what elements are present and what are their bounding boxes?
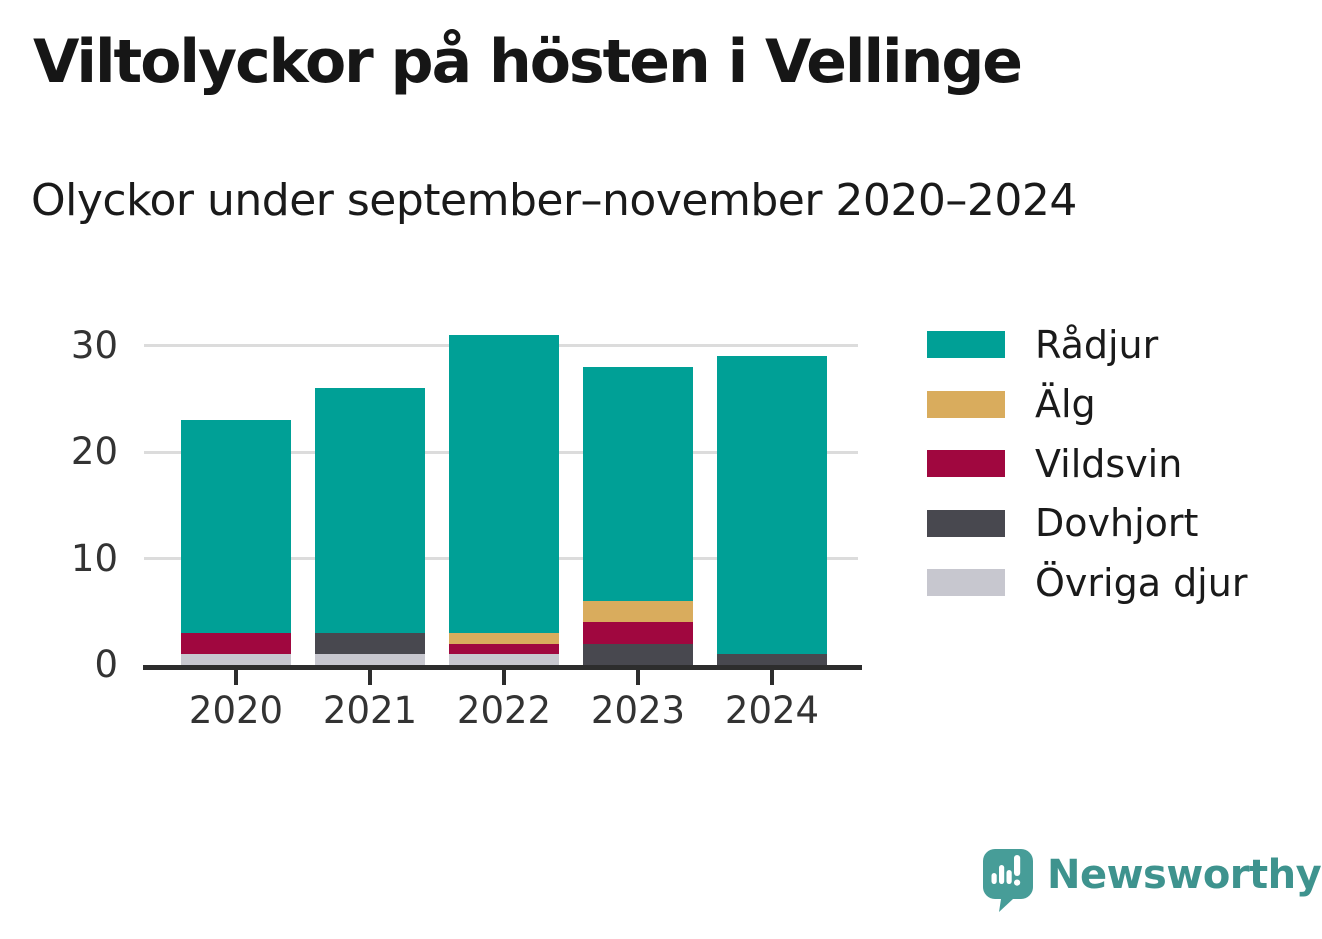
legend-label-radjur: Rådjur [1035,322,1159,367]
legend: Rådjur Älg Vildsvin Dovhjort Övriga djur [927,326,1247,629]
x-axis-label-2024: 2024 [724,689,820,732]
legend-label-alg: Älg [1035,382,1096,426]
legend-swatch-ovriga-djur [927,569,1005,596]
bar-2024-dovhjort [717,654,827,665]
chart-subtitle: Olyckor under september–november 2020–20… [31,175,1077,226]
newsworthy-logo-icon [983,849,1033,912]
bar-2023-alg [583,601,693,623]
legend-label-ovriga-djur: Övriga djur [1035,560,1248,605]
branding: Newsworthy [983,849,1322,912]
legend-item-radjur: Rådjur [927,326,1247,364]
x-axis-line [143,665,862,670]
legend-item-dovhjort: Dovhjort [927,504,1247,542]
y-axis-label: 10 [70,536,118,580]
legend-swatch-alg [927,390,1005,418]
bar-2020-vildsvin [181,633,291,655]
bar-2023-vildsvin [583,622,693,644]
bar-2022-vildsvin [449,643,559,655]
legend-label-dovhjort: Dovhjort [1035,501,1199,545]
bar-2020-ovriga-djur [181,654,291,665]
legend-swatch-radjur [927,331,1005,358]
legend-swatch-dovhjort [927,509,1005,537]
bar-2021-radjur [315,388,425,634]
bar-2022-ovriga-djur [449,654,559,665]
x-tick-2024 [770,670,774,685]
x-tick-2022 [502,670,506,685]
y-axis-label: 30 [70,323,118,367]
newsworthy-wordmark: Newsworthy [1047,852,1322,898]
x-tick-2023 [636,670,640,685]
x-tick-2021 [368,670,372,685]
bar-2024-radjur [717,356,827,655]
bar-2022-radjur [449,334,559,634]
legend-item-vildsvin: Vildsvin [927,445,1247,483]
legend-swatch-vildsvin [927,450,1005,477]
x-axis-label-2022: 2022 [456,689,552,732]
bar-2021-dovhjort [315,633,425,655]
bar-2022-alg [449,633,559,644]
bar-2020-radjur [181,420,291,634]
legend-item-ovriga-djur: Övriga djur [927,564,1247,602]
y-axis-label: 20 [70,430,118,473]
x-axis-label-2020: 2020 [188,689,284,732]
legend-item-alg: Älg [927,385,1247,423]
x-axis-label-2021: 2021 [322,689,418,732]
bar-2021-ovriga-djur [315,654,425,665]
x-tick-2020 [234,670,238,685]
bar-2023-radjur [583,366,693,602]
bar-2023-dovhjort [583,643,693,665]
chart-title: Viltolyckor på hösten i Vellinge [33,27,1023,97]
legend-label-vildsvin: Vildsvin [1035,441,1183,486]
y-axis-label: 0 [94,643,118,686]
x-axis-label-2023: 2023 [590,689,686,732]
